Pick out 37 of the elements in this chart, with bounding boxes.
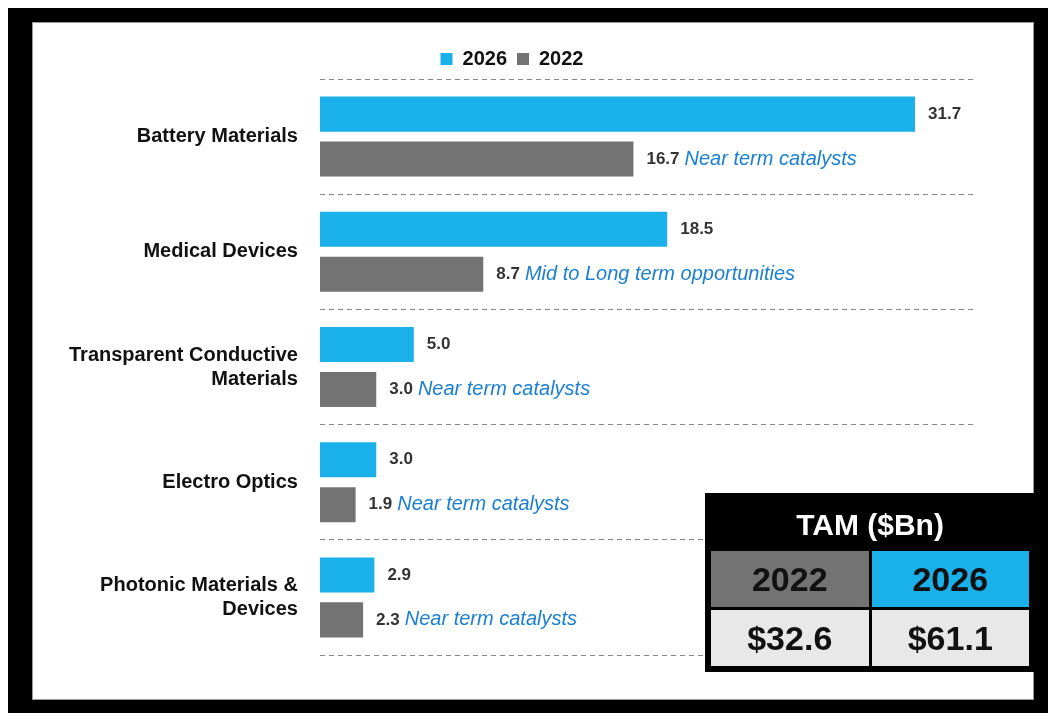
data-label: 2.3: [376, 609, 400, 629]
annotation: $61.1: [871, 610, 1029, 666]
annotation: Near term catalysts: [684, 146, 857, 169]
annotation: Mid to Long term opportunities: [524, 261, 796, 284]
bar: [319, 256, 484, 292]
y-tick-label: Electro Optics: [162, 469, 298, 492]
data-label: 31.7: [928, 103, 962, 123]
bar: [319, 602, 364, 638]
data-label: 1.9: [368, 494, 393, 514]
annotation: $32.6: [711, 610, 869, 666]
data-label: 16.7: [646, 148, 680, 168]
data-label: 8.7: [496, 263, 520, 283]
bar: [319, 557, 375, 593]
y-tick-label: Medical Devices: [143, 239, 298, 262]
y-tick-label: Transparent Conductive Materials: [69, 342, 298, 389]
bar: [319, 371, 377, 407]
y-tick-label: Battery Materials: [136, 124, 298, 147]
bar: [319, 487, 356, 523]
data-label: 3.0: [389, 449, 413, 469]
data-label: 3.0: [389, 379, 413, 399]
y-tick-label: Photonic Materials & Devices: [100, 572, 298, 619]
bar: [319, 327, 414, 363]
data-label: 5.0: [426, 334, 451, 354]
bar: [319, 141, 634, 177]
annotation: Near term catalysts: [417, 377, 591, 400]
data-label: 18.5: [680, 219, 714, 239]
data-label: 2.9: [387, 564, 412, 584]
annotation: Near term catalysts: [404, 607, 578, 630]
annotation: 2022: [711, 551, 869, 607]
legend-label: 2026: [462, 46, 508, 69]
bar: [319, 442, 377, 478]
annotation: TAM ($Bn): [711, 499, 1029, 551]
annotation: 2026: [871, 551, 1029, 607]
bar: [319, 211, 668, 247]
annotation: Near term catalysts: [397, 492, 570, 515]
legend-label: 2022: [539, 46, 584, 69]
bar: [319, 96, 916, 132]
